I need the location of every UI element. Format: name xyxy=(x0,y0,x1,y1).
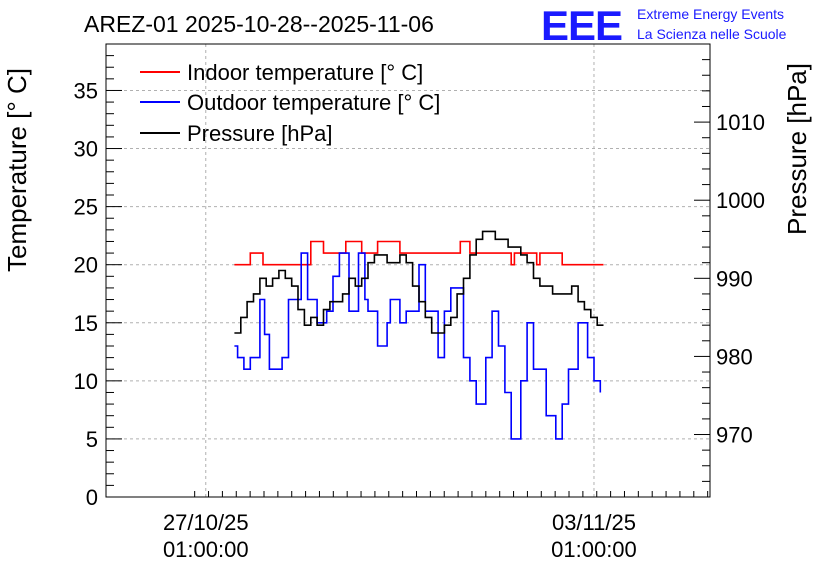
series-outdoor-temperature xyxy=(234,252,602,440)
y-tick-label: 25 xyxy=(74,195,98,220)
y2-tick-label: 1010 xyxy=(716,110,765,135)
eee-logo: EEE Extreme Energy Events La Scienza nel… xyxy=(541,2,787,49)
y2-axis-title: Pressure [hPa] xyxy=(782,63,812,235)
x-tick-label-date: 03/11/25 xyxy=(552,510,636,535)
y-tick-label: 20 xyxy=(74,253,98,278)
x-tick-label-date: 27/10/25 xyxy=(163,510,249,535)
y-axis-title: Temperature [° C] xyxy=(2,68,32,272)
y-tick-label: 30 xyxy=(74,137,98,162)
y2-tick-label: 990 xyxy=(716,266,753,291)
y2-tick-label: 980 xyxy=(716,344,753,369)
logo-mark: EEE xyxy=(541,2,622,49)
logo-line-1: Extreme Energy Events xyxy=(637,6,784,22)
plot-layer: 051015202530359709809901000101027/10/250… xyxy=(74,43,765,562)
series-pressure xyxy=(234,230,604,334)
series-indoor-temperature xyxy=(234,240,604,266)
legend: Indoor temperature [° C] Outdoor tempera… xyxy=(140,60,440,146)
y-tick-label: 5 xyxy=(86,427,98,452)
legend-label-outdoor: Outdoor temperature [° C] xyxy=(187,90,440,115)
x-tick-label-time: 01:00:00 xyxy=(163,537,249,562)
legend-label-pressure: Pressure [hPa] xyxy=(187,121,333,146)
y-tick-label: 10 xyxy=(74,369,98,394)
plot-frame xyxy=(105,43,711,498)
chart-title: AREZ-01 2025-10-28--2025-11-06 xyxy=(84,11,434,37)
y2-tick-label: 970 xyxy=(716,423,753,448)
y-tick-label: 15 xyxy=(74,311,98,336)
y2-tick-label: 1000 xyxy=(716,188,765,213)
y-tick-label: 0 xyxy=(86,485,98,510)
x-tick-label-time: 01:00:00 xyxy=(551,537,637,562)
y-tick-label: 35 xyxy=(74,78,98,103)
legend-label-indoor: Indoor temperature [° C] xyxy=(187,60,423,85)
logo-line-2: La Scienza nelle Scuole xyxy=(637,26,787,42)
